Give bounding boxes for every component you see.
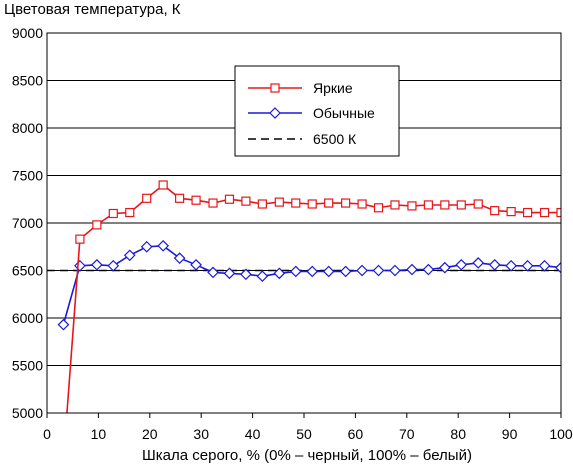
- y-tick-label: 5000: [12, 405, 43, 421]
- data-point: [240, 268, 252, 281]
- data-point: [208, 198, 218, 208]
- x-axis-label: Шкала серого, % (0% – черный, 100% – бел…: [142, 447, 472, 464]
- data-point: [91, 258, 103, 271]
- legend-label-0: Яркие: [313, 80, 353, 96]
- data-point: [59, 457, 67, 465]
- x-tick-label: 60: [348, 426, 364, 442]
- data-point: [390, 200, 400, 210]
- data-point: [57, 318, 70, 331]
- data-point: [123, 249, 136, 262]
- data-point: [256, 270, 269, 283]
- x-tick-label: 90: [502, 426, 518, 442]
- data-point: [173, 252, 186, 264]
- data-point: [473, 199, 483, 209]
- data-point: [108, 208, 118, 219]
- data-point: [207, 266, 219, 279]
- series-line-1: [62, 244, 561, 325]
- y-tick-label: 7500: [12, 168, 43, 184]
- x-tick-label: 30: [193, 426, 209, 442]
- data-point: [505, 259, 517, 272]
- series-layer: [47, 180, 561, 465]
- y-tick-label: 8500: [12, 73, 43, 89]
- data-point: [372, 264, 385, 277]
- y-tick-label: 7000: [12, 215, 43, 231]
- x-tick-labels: 0 10 20 30 40 50 60 70 80 90 100: [43, 413, 573, 442]
- y-tick-labels: 5000 5500 6000 6500 7000 7500 8000 8500 9000: [12, 25, 43, 421]
- data-point: [373, 203, 384, 213]
- x-tick-label: 80: [450, 426, 466, 442]
- legend-box: [234, 65, 400, 157]
- data-point: [539, 207, 550, 218]
- data-point: [273, 267, 286, 280]
- legend-marker-1: [269, 107, 281, 119]
- data-point: [125, 207, 135, 218]
- data-point: [357, 199, 367, 209]
- data-point: [356, 264, 368, 277]
- data-point: [438, 261, 451, 274]
- data-point: [555, 261, 561, 274]
- data-point: [406, 263, 418, 276]
- x-tick-label: 50: [296, 426, 312, 442]
- data-point: [538, 259, 551, 272]
- data-point: [291, 198, 301, 208]
- data-point: [289, 265, 302, 278]
- data-point: [241, 196, 251, 206]
- data-point: [224, 194, 235, 204]
- data-point: [158, 180, 168, 190]
- data-point: [423, 200, 433, 210]
- data-point: [107, 259, 120, 272]
- x-tick-label: 70: [399, 426, 415, 442]
- data-point: [407, 201, 417, 211]
- data-point: [191, 195, 201, 205]
- y-tick-label: 5500: [12, 358, 43, 374]
- data-point: [175, 193, 185, 203]
- y-tick-label: 8000: [12, 120, 43, 136]
- y-tick-label: 6000: [12, 310, 43, 326]
- data-point: [307, 199, 317, 209]
- data-point: [472, 257, 485, 269]
- data-point: [190, 258, 202, 271]
- data-point: [440, 200, 450, 210]
- data-point: [506, 207, 516, 217]
- chart-title: Цветовая температура, К: [4, 1, 181, 18]
- data-point: [455, 258, 468, 271]
- data-point: [306, 265, 319, 278]
- data-point: [339, 265, 352, 278]
- data-point: [422, 263, 435, 276]
- y-tick-label: 9000: [12, 25, 43, 41]
- data-point: [341, 198, 351, 208]
- data-point: [490, 206, 500, 216]
- series-line-0: [66, 183, 561, 413]
- x-tick-label: 10: [91, 426, 107, 442]
- data-point: [488, 258, 501, 271]
- data-point: [92, 220, 102, 230]
- data-point: [556, 207, 561, 218]
- y-tick-label: 6500: [12, 263, 43, 279]
- data-point: [389, 264, 401, 277]
- data-point: [74, 259, 86, 272]
- data-point: [324, 198, 334, 208]
- data-point: [157, 239, 170, 252]
- data-point: [274, 197, 284, 207]
- data-point: [223, 267, 236, 280]
- data-point: [257, 199, 267, 209]
- x-tick-label: 40: [245, 426, 261, 442]
- data-point: [456, 200, 466, 210]
- data-point: [140, 240, 153, 253]
- legend-marker-0: [270, 83, 280, 93]
- x-tick-label: 0: [43, 426, 51, 442]
- legend-label-2: 6500 К: [313, 131, 357, 147]
- data-point: [142, 193, 152, 203]
- legend: Яркие Обычные 6500 К: [234, 65, 400, 157]
- plot-border: [46, 32, 562, 414]
- x-tick-label: 20: [142, 426, 158, 442]
- data-point: [322, 265, 335, 278]
- x-tick-label: 100: [549, 426, 573, 442]
- data-point: [522, 207, 533, 218]
- data-point: [521, 259, 534, 272]
- legend-label-1: Обычные: [313, 105, 375, 121]
- data-point: [75, 234, 85, 244]
